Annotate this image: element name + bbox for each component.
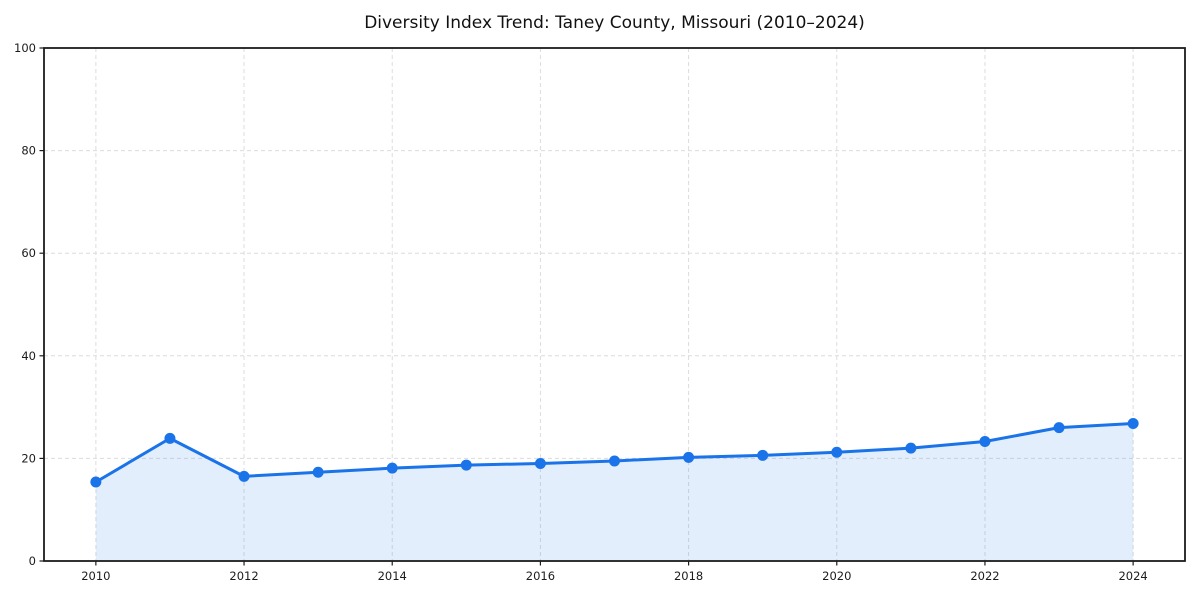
y-axis: 0 20 40 60 80 100 <box>14 41 44 568</box>
x-tick-label-2016: 2016 <box>526 569 555 583</box>
x-axis: 2010 2012 2014 2016 2018 2020 2022 2024 <box>81 561 1148 583</box>
data-point-2015 <box>460 459 472 471</box>
plot-border <box>43 47 1186 562</box>
data-point-2010 <box>90 476 102 488</box>
y-tick-label-60: 60 <box>21 246 36 260</box>
chart-title: Diversity Index Trend: Taney County, Mis… <box>364 13 865 33</box>
data-point-2019 <box>757 449 769 461</box>
area-fill <box>95 423 1134 561</box>
data-point-2016 <box>534 458 546 470</box>
data-point-2020 <box>831 446 843 458</box>
data-point-2014 <box>386 462 398 474</box>
y-tick-label-80: 80 <box>21 144 36 158</box>
x-tick-label-2022: 2022 <box>970 569 999 583</box>
x-tick-label-2010: 2010 <box>81 569 110 583</box>
y-tick-label-0: 0 <box>29 554 36 568</box>
data-point-2011 <box>164 432 176 444</box>
y-tick-label-40: 40 <box>21 349 36 363</box>
data-point-2013 <box>312 466 324 478</box>
data-point-2022 <box>979 435 991 447</box>
x-tick-label-2020: 2020 <box>822 569 851 583</box>
data-points <box>90 418 1139 488</box>
data-point-2023 <box>1053 422 1065 434</box>
data-point-2018 <box>683 451 695 463</box>
x-tick-label-2018: 2018 <box>674 569 703 583</box>
data-point-2024 <box>1127 418 1139 430</box>
y-tick-label-20: 20 <box>21 451 36 465</box>
data-point-2017 <box>609 455 620 467</box>
data-point-2012 <box>238 470 250 482</box>
x-tick-label-2012: 2012 <box>229 569 258 583</box>
x-tick-label-2014: 2014 <box>378 569 407 583</box>
y-tick-label-100: 100 <box>14 41 36 55</box>
x-tick-label-2024: 2024 <box>1118 569 1147 583</box>
data-point-2021 <box>905 442 917 454</box>
